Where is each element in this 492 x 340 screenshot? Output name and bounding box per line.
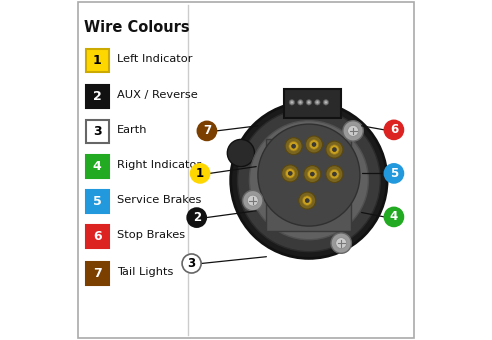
FancyBboxPatch shape [86,85,109,108]
Circle shape [285,169,295,178]
Text: 1: 1 [92,54,101,67]
Text: Wire Colours: Wire Colours [85,20,190,35]
Circle shape [247,195,258,206]
Circle shape [231,102,387,258]
Circle shape [303,196,312,205]
Circle shape [238,109,380,252]
Circle shape [292,144,296,148]
Text: 5: 5 [92,195,101,208]
Circle shape [326,166,343,183]
Circle shape [291,101,293,104]
Circle shape [333,172,337,176]
Text: Tail Lights: Tail Lights [117,267,173,277]
Circle shape [315,100,320,105]
Circle shape [348,125,359,136]
Circle shape [190,164,210,183]
FancyBboxPatch shape [86,190,109,213]
Circle shape [316,101,319,104]
Circle shape [336,238,347,249]
Circle shape [306,136,322,153]
Circle shape [309,140,319,149]
FancyBboxPatch shape [86,155,109,178]
Text: 7: 7 [92,267,101,280]
Circle shape [306,100,311,105]
Circle shape [249,121,369,240]
Text: 3: 3 [187,257,196,270]
Text: Service Brakes: Service Brakes [117,195,201,205]
Circle shape [182,254,201,273]
Circle shape [288,171,292,175]
Text: Right Indicator: Right Indicator [117,160,201,170]
Circle shape [299,101,302,104]
Circle shape [330,145,339,154]
FancyBboxPatch shape [86,262,109,285]
Circle shape [243,190,263,211]
Text: Stop Brakes: Stop Brakes [117,230,185,240]
Circle shape [282,165,299,182]
FancyBboxPatch shape [284,89,340,118]
Circle shape [384,164,403,183]
Circle shape [308,101,310,104]
Circle shape [333,148,337,152]
Circle shape [323,100,329,105]
Circle shape [289,141,298,151]
Circle shape [384,120,403,139]
Circle shape [325,101,327,104]
Circle shape [304,166,321,183]
FancyBboxPatch shape [86,225,109,248]
Circle shape [227,139,254,167]
Circle shape [299,192,316,209]
Text: 7: 7 [203,124,211,137]
FancyBboxPatch shape [78,2,414,338]
Text: 2: 2 [193,211,201,224]
Text: 6: 6 [390,123,398,136]
Text: 4: 4 [92,160,101,173]
Circle shape [384,207,403,226]
Text: Earth: Earth [117,125,147,135]
Text: 4: 4 [390,210,398,223]
Circle shape [343,121,363,141]
Circle shape [289,100,295,105]
Circle shape [331,233,351,253]
Circle shape [326,141,343,158]
Text: AUX / Reverse: AUX / Reverse [117,90,198,100]
Circle shape [285,138,302,155]
Text: Left Indicator: Left Indicator [117,54,192,65]
FancyBboxPatch shape [266,139,351,231]
Circle shape [312,142,316,147]
Circle shape [197,121,216,140]
Text: 3: 3 [93,125,101,138]
Circle shape [330,169,339,179]
Circle shape [258,124,360,226]
FancyBboxPatch shape [86,49,109,72]
Text: 5: 5 [390,167,398,180]
Circle shape [187,208,206,227]
FancyBboxPatch shape [86,120,109,143]
Text: 2: 2 [92,90,101,103]
Circle shape [308,169,317,179]
Circle shape [305,199,309,203]
Circle shape [298,100,303,105]
Circle shape [310,172,314,176]
Text: 6: 6 [93,230,101,243]
Text: 1: 1 [196,167,204,180]
